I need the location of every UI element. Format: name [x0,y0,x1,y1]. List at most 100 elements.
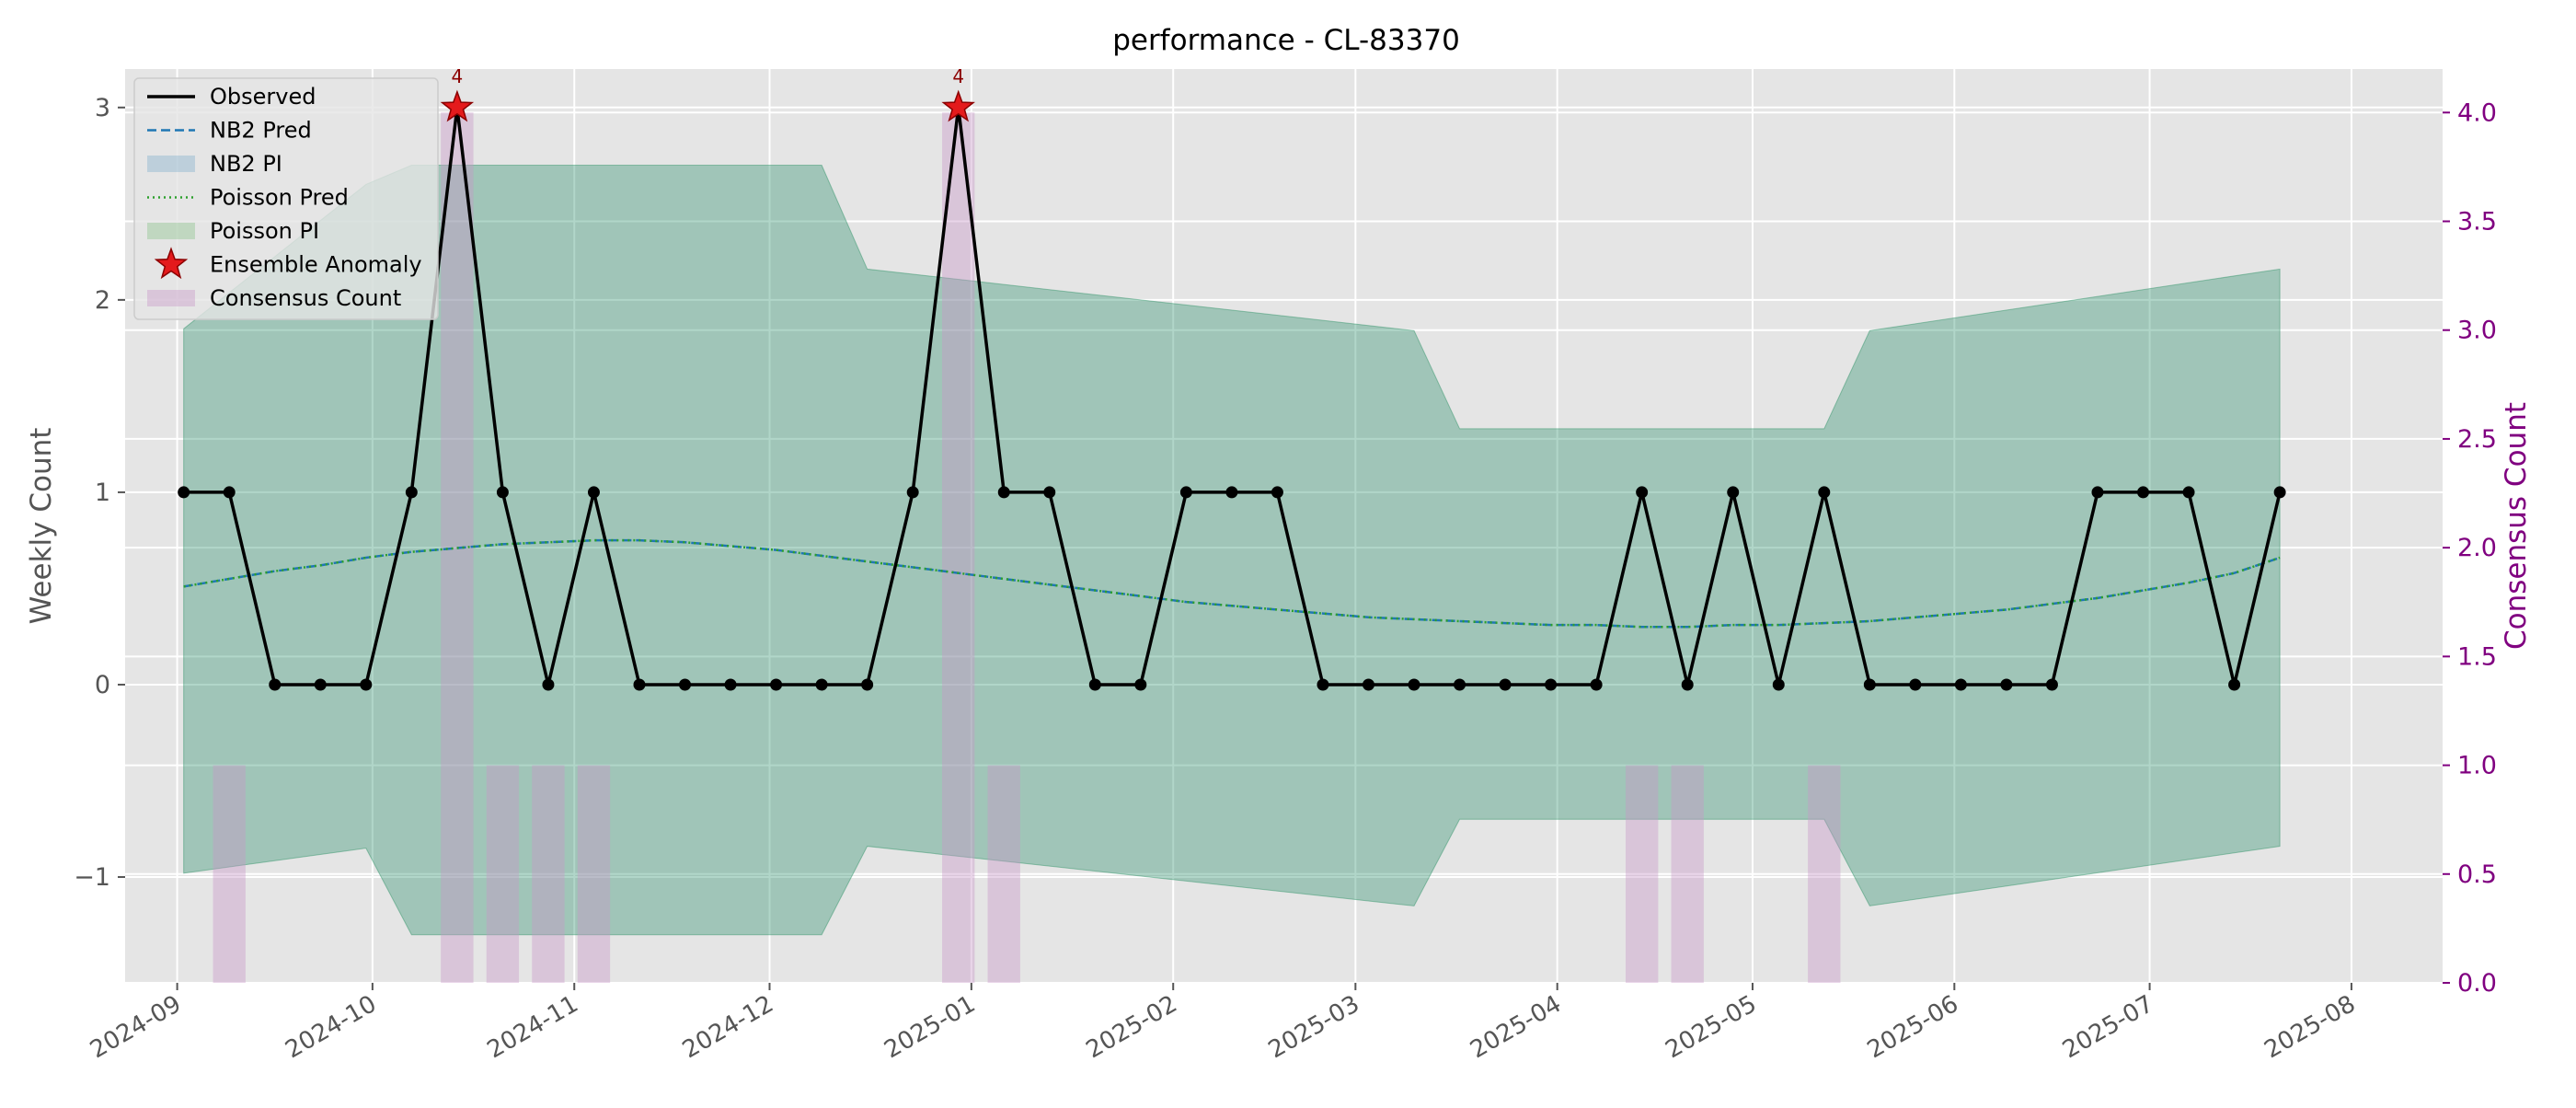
consensus-bar [1625,765,1659,983]
observed-point [1043,486,1056,499]
y2-tick-label: 1.0 [2457,752,2497,780]
nb2-pi-band [183,165,2281,936]
y2-tick-label: 2.5 [2457,425,2497,454]
legend-patch-handle [147,156,195,172]
legend-label: Ensemble Anomaly [210,252,422,278]
legend-box [133,77,439,320]
y2-tick-label: 0.0 [2457,969,2497,998]
legend-label: Poisson Pred [210,185,349,211]
observed-point [1134,678,1147,691]
y-tick-label: −1 [74,863,110,892]
observed-point [1454,678,1466,691]
observed-point [2045,678,2058,691]
observed-series [178,101,2286,691]
observed-point [542,678,555,691]
legend-patch-handle [147,223,195,239]
grid-lines [125,69,2443,984]
observed-point [906,486,919,499]
x-tick-label: 2024-09 [86,990,186,1064]
observed-point [1545,678,1558,691]
observed-point [2091,486,2104,499]
observed-point [1636,486,1649,499]
x-tick-label: 2024-11 [483,990,583,1064]
y-tick-label: 0 [95,671,110,699]
x-tick-label: 2025-04 [1466,990,1566,1064]
observed-point [1362,678,1374,691]
observed-point [223,486,236,499]
y2-tick-label: 1.5 [2457,642,2497,671]
x-tick-label: 2025-06 [1863,990,1963,1064]
legend-star-handle [154,247,189,280]
legend-label: Consensus Count [210,285,401,311]
consensus-bar [486,765,520,983]
legend-label: Observed [210,84,316,110]
observed-point [1088,678,1101,691]
observed-point [1681,678,1694,691]
consensus-bar [577,765,611,983]
observed-point [724,678,737,691]
y2-tick-label: 0.5 [2457,860,2497,889]
y-tick-label: 2 [95,286,110,315]
y2-tick-label: 3.5 [2457,208,2497,237]
poisson-pi-band [183,165,2281,936]
observed-point [496,486,509,499]
anomaly-label: 4 [952,65,964,87]
y2-tick-label: 3.0 [2457,317,2497,345]
poisson-pred-line [183,538,2281,629]
observed-point [360,678,373,691]
y-tick-label: 1 [95,479,110,507]
observed-point [1818,486,1831,499]
y-axis-label: Weekly Count [25,428,58,625]
observed-point [405,486,418,499]
observed-point [2137,486,2150,499]
y2-tick-label: 2.0 [2457,534,2497,562]
observed-point [1909,678,1922,691]
observed-point [679,678,692,691]
x-tick-label: 2025-05 [1661,990,1761,1064]
observed-point [1863,678,1876,691]
consensus-bar [942,112,975,984]
observed-point [633,678,646,691]
observed-point [1772,678,1785,691]
anomaly-star [941,89,975,122]
x-tick-label: 2025-01 [880,990,980,1064]
observed-point [269,678,282,691]
observed-point [2182,486,2195,499]
consensus-bar [213,765,246,983]
observed-point [2228,678,2241,691]
prediction-intervals [183,165,2281,936]
prediction-lines [183,538,2281,629]
y2-tick-label: 4.0 [2457,98,2497,127]
consensus-bar [1808,765,1841,983]
observed-point [861,678,874,691]
observed-point [1179,486,1192,499]
observed-point [2273,486,2286,499]
x-tick-label: 2025-02 [1082,990,1182,1064]
x-tick-label: 2024-12 [678,990,778,1064]
observed-point [587,486,600,499]
observed-point [1317,678,1329,691]
observed-point [1499,678,1512,691]
legend-patch-handle [147,290,195,306]
anomaly-star [440,89,475,122]
observed-point [2000,678,2013,691]
observed-point [1590,678,1603,691]
observed-point [997,486,1010,499]
observed-point [178,486,190,499]
consensus-bar [532,765,565,983]
consensus-bar [1671,765,1704,983]
x-tick-label: 2025-07 [2058,990,2158,1064]
observed-point [770,678,783,691]
observed-point [1225,486,1238,499]
anomaly-label: 4 [452,65,464,87]
x-tick-label: 2025-03 [1264,990,1364,1064]
legend: Observed NB2 Pred NB2 PI Poisson Pred Poisso… [133,77,439,320]
consensus-bar [987,765,1020,983]
chart-title: performance - CL-83370 [1112,24,1460,57]
observed-point [1408,678,1420,691]
observed-point [1727,486,1740,499]
observed-point [1954,678,1967,691]
x-tick-label: 2024-10 [281,990,381,1064]
